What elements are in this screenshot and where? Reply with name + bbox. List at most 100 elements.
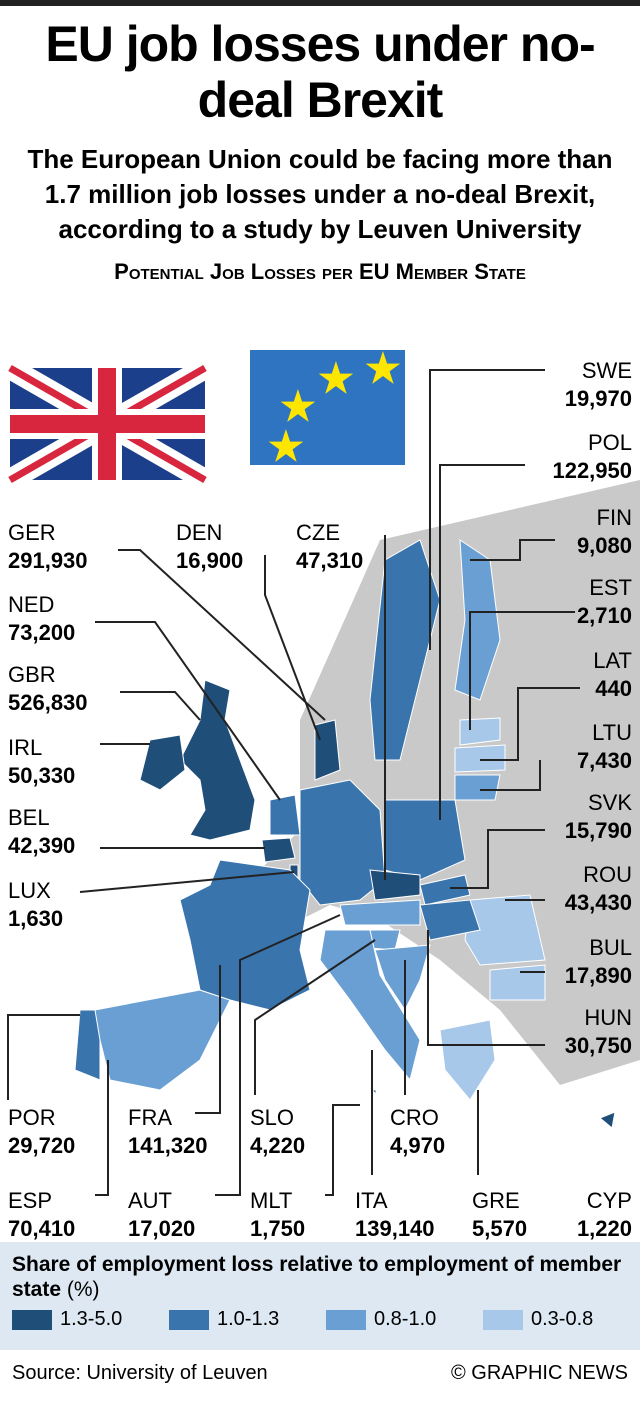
legend-items: 1.3-5.0 1.0-1.3 0.8-1.0 0.3-0.8	[12, 1308, 628, 1331]
legend-item: 0.8-1.0	[326, 1308, 461, 1331]
legend-swatch	[169, 1309, 209, 1330]
country	[419, 899, 481, 941]
country	[269, 794, 301, 836]
country-value: 9,080	[577, 533, 632, 558]
country-value: 1,750	[250, 1216, 305, 1241]
country	[369, 869, 421, 901]
leader-line	[480, 760, 541, 791]
leader-line	[480, 687, 580, 761]
svg-text:★: ★	[268, 425, 304, 469]
leader-line	[470, 539, 555, 561]
country-value: 122,950	[552, 458, 632, 483]
country	[139, 734, 186, 791]
country-value: 291,930	[8, 548, 88, 573]
legend-item: 0.3-0.8	[483, 1308, 618, 1331]
country-code: NED	[8, 592, 54, 617]
country-code: SWE	[582, 358, 632, 383]
legend-item: 1.0-1.3	[169, 1308, 304, 1331]
legend-label: 0.8-1.0	[374, 1308, 437, 1330]
leader-line	[264, 555, 321, 741]
leader-line	[118, 549, 326, 721]
country-code: POL	[588, 430, 632, 455]
country	[439, 1019, 496, 1101]
country-value: 42,390	[8, 833, 75, 858]
leader-line	[469, 611, 575, 730]
country-value: 139,140	[355, 1216, 435, 1241]
country-value: 16,900	[176, 548, 243, 573]
country-code: POR	[8, 1105, 56, 1130]
country-code: CZE	[296, 520, 340, 545]
footer: Source: University of Leuven © GRAPHIC N…	[0, 1362, 640, 1385]
country-value: 47,310	[296, 548, 363, 573]
country	[319, 929, 421, 1082]
country-value: 70,410	[8, 1216, 75, 1241]
country	[339, 899, 421, 926]
leader-line	[120, 691, 201, 721]
leader-line	[215, 914, 341, 1196]
country	[419, 874, 471, 906]
map-title: Potential Job Losses per EU Member State	[114, 259, 526, 284]
country-code: ESP	[8, 1188, 52, 1213]
leader-line	[450, 829, 545, 889]
country-value: 5,570	[472, 1216, 527, 1241]
leader-line	[195, 965, 221, 1114]
countries	[74, 539, 616, 1129]
country	[454, 744, 506, 773]
country-value: 17,020	[128, 1216, 195, 1241]
country-code: LUX	[8, 878, 51, 903]
labels: SWE 19,970 POL 122,950 FIN 9,080 EST 2,710 LAT 44…	[7, 358, 632, 1241]
country-value: 30,750	[565, 1033, 632, 1058]
country-value: 19,970	[565, 386, 632, 411]
country-code: BEL	[8, 805, 50, 830]
leader-line	[429, 369, 545, 650]
country	[374, 944, 431, 1011]
legend-unit: (%)	[66, 1278, 100, 1301]
leader-line	[7, 1014, 80, 1100]
top-bar	[0, 0, 640, 6]
country-value: 15,790	[565, 818, 632, 843]
svg-text:★: ★	[318, 357, 354, 401]
country-code: FRA	[128, 1105, 172, 1130]
country	[459, 717, 501, 746]
country-code: ROU	[583, 862, 632, 887]
country	[179, 679, 256, 841]
legend-label: 1.3-5.0	[60, 1308, 123, 1330]
credit: © GRAPHIC NEWS	[451, 1362, 628, 1384]
country-code: EST	[589, 575, 632, 600]
leader-line	[95, 621, 281, 801]
country-value: 7,430	[577, 748, 632, 773]
legend: Share of employment loss relative to emp…	[0, 1242, 640, 1350]
country-value: 1,630	[8, 906, 63, 931]
country-code: CRO	[390, 1105, 439, 1130]
country-value: 50,330	[8, 763, 75, 788]
country	[74, 1009, 101, 1081]
country-value: 141,320	[128, 1133, 208, 1158]
leader-line	[95, 1060, 109, 1196]
uk-flag	[4, 358, 211, 490]
leader-line	[427, 930, 545, 1046]
legend-item: 1.3-5.0	[12, 1308, 147, 1331]
country-value: 2,710	[577, 603, 632, 628]
svg-text:★: ★	[365, 347, 401, 391]
country-value: 29,720	[8, 1133, 75, 1158]
legend-label: 0.3-0.8	[531, 1308, 594, 1330]
country-code: ITA	[355, 1188, 388, 1213]
country-value: 4,970	[390, 1133, 445, 1158]
legend-swatch	[483, 1309, 523, 1330]
country-code: HUN	[584, 1005, 632, 1030]
eu-flag: ★★ ★ ★	[250, 347, 405, 469]
country-code: GBR	[8, 662, 56, 687]
country-value: 73,200	[8, 620, 75, 645]
leader-line	[254, 939, 376, 1095]
country	[261, 837, 296, 863]
country-code: BUL	[589, 935, 632, 960]
country-value: 17,890	[565, 963, 632, 988]
legend-swatch	[326, 1309, 366, 1330]
country-value: 526,830	[8, 690, 88, 715]
country-value: 43,430	[565, 890, 632, 915]
country	[489, 964, 546, 1001]
country	[599, 1111, 616, 1129]
legend-label: 1.0-1.3	[217, 1308, 280, 1330]
